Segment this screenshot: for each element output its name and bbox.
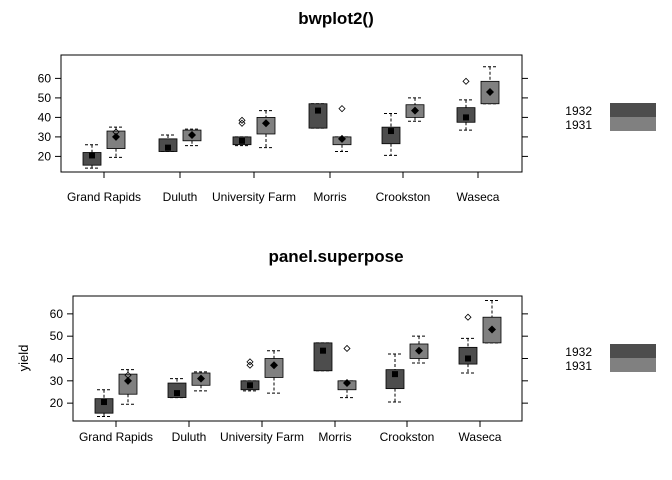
x-tick-label: Crookston bbox=[376, 190, 431, 204]
chart-title: panel.superpose bbox=[268, 247, 403, 266]
y-axis-label: yield bbox=[16, 345, 31, 372]
median-marker bbox=[411, 106, 419, 115]
box bbox=[308, 103, 328, 129]
outlier-point bbox=[464, 313, 472, 321]
plot-frame bbox=[72, 295, 523, 422]
x-tick-label: University Farm bbox=[212, 190, 296, 204]
median-marker bbox=[338, 134, 346, 143]
legend-swatch bbox=[610, 344, 656, 358]
median-marker bbox=[247, 382, 253, 389]
outlier-point bbox=[462, 77, 470, 85]
legend-swatch bbox=[610, 358, 656, 372]
median-marker bbox=[486, 88, 494, 97]
median-marker bbox=[188, 130, 196, 139]
x-tick-label: Duluth bbox=[163, 190, 198, 204]
outlier-point bbox=[338, 105, 346, 113]
y-tick-label: 40 bbox=[38, 110, 52, 124]
legend-swatch bbox=[610, 103, 656, 117]
legend-label: 1931 bbox=[565, 118, 592, 132]
x-tick-label: Crookston bbox=[380, 430, 435, 444]
median-marker bbox=[343, 379, 351, 388]
median-marker bbox=[465, 355, 471, 362]
x-tick-label: Waseca bbox=[459, 430, 502, 444]
y-tick-label: 20 bbox=[50, 396, 64, 410]
chart-title: bwplot2() bbox=[298, 9, 374, 28]
chart-panel-bwplot2: bwplot2() 20 30 40 50 60 Grand Rapids Duluth Un… bbox=[38, 9, 656, 204]
plot-marks: 20 30 40 50 60 Grand Rapids Duluth University F… bbox=[38, 66, 656, 204]
outlier-point bbox=[112, 128, 120, 136]
median-marker bbox=[320, 347, 326, 354]
outlier-point bbox=[343, 344, 351, 353]
x-tick-label: Waseca bbox=[457, 190, 500, 204]
median-marker bbox=[262, 119, 270, 128]
median-marker bbox=[463, 114, 469, 121]
y-tick-label: 50 bbox=[38, 91, 52, 105]
outlier-point bbox=[238, 119, 246, 127]
median-marker bbox=[174, 390, 180, 397]
legend-label: 1931 bbox=[565, 359, 592, 373]
plot-marks: 20 30 40 50 60 Grand Rapids Duluth University F… bbox=[50, 299, 656, 444]
outlier-point bbox=[238, 116, 246, 124]
median-marker bbox=[165, 144, 171, 151]
x-tick-label: Duluth bbox=[172, 430, 207, 444]
legend-label: 1932 bbox=[565, 345, 592, 359]
median-marker bbox=[112, 132, 120, 141]
legend-label: 1932 bbox=[565, 104, 592, 118]
median-marker bbox=[415, 346, 423, 355]
outlier-point bbox=[124, 371, 132, 379]
median-marker bbox=[239, 137, 245, 144]
y-tick-label: 40 bbox=[50, 352, 64, 366]
median-marker bbox=[101, 399, 107, 406]
median-marker bbox=[197, 374, 205, 383]
x-tick-label: Morris bbox=[313, 190, 346, 204]
x-tick-label: Grand Rapids bbox=[79, 430, 153, 444]
median-marker bbox=[315, 107, 321, 114]
x-tick-label: University Farm bbox=[220, 430, 304, 444]
x-tick-label: Morris bbox=[318, 430, 351, 444]
outlier-point bbox=[246, 361, 254, 369]
x-tick-label: Grand Rapids bbox=[67, 190, 141, 204]
legend-swatch bbox=[610, 117, 656, 131]
median-marker bbox=[392, 371, 398, 378]
outlier-point bbox=[246, 358, 254, 366]
box bbox=[385, 369, 405, 390]
y-tick-label: 30 bbox=[50, 374, 64, 388]
box bbox=[313, 342, 333, 372]
y-tick-label: 30 bbox=[38, 130, 52, 144]
median-marker bbox=[124, 376, 132, 385]
median-marker bbox=[89, 152, 95, 159]
box bbox=[381, 126, 401, 145]
plot-frame bbox=[60, 54, 523, 173]
y-tick-label: 60 bbox=[38, 71, 52, 85]
y-tick-label: 60 bbox=[50, 307, 64, 321]
box bbox=[94, 398, 114, 414]
median-marker bbox=[388, 128, 394, 135]
chart-panel-superpose: panel.superpose yield 20 30 40 50 60 Grand Ra… bbox=[16, 247, 656, 444]
y-tick-label: 50 bbox=[50, 329, 64, 343]
y-tick-label: 20 bbox=[38, 149, 52, 163]
median-marker bbox=[270, 361, 278, 370]
median-marker bbox=[488, 325, 496, 334]
